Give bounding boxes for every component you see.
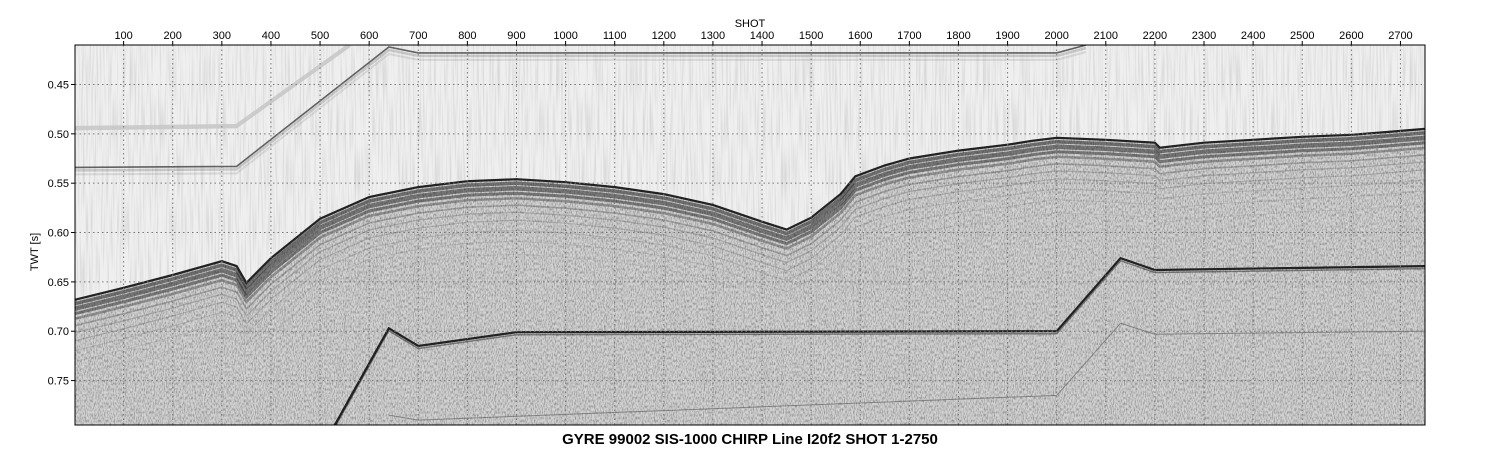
x-tick-label: 2000: [1044, 30, 1068, 42]
y-tick-label: 0.75: [48, 376, 69, 388]
plot-frame: [74, 44, 1426, 426]
upper-shadow-line: [75, 45, 351, 130]
chart-title: GYRE 99002 SIS-1000 CHIRP Line I20f2 SHO…: [562, 431, 938, 448]
x-tick-label: 2600: [1339, 30, 1363, 42]
plot-area: [75, 45, 1425, 425]
x-tick-label: 300: [213, 30, 231, 42]
x-tick-label: 1000: [553, 30, 577, 42]
upper-shadow-band-0: [75, 46, 350, 131]
y-axis-ticks: 0.45 0.50 0.55 0.60 0.65 0.70 0.75: [48, 79, 75, 388]
seafloor-layer-0: [75, 127, 1425, 301]
x-tick-label: 2400: [1241, 30, 1265, 42]
x-tick-label: 1200: [652, 30, 676, 42]
seafloor-layer-10: [75, 203, 1425, 376]
x-axis-title: SHOT: [735, 18, 766, 30]
y-axis-title: TWT [s]: [29, 233, 41, 271]
seafloor-layer-1: [75, 131, 1425, 306]
x-tick-label: 800: [458, 30, 476, 42]
y-tick-label: 0.65: [48, 277, 69, 289]
x-tick-label: 100: [114, 30, 132, 42]
upper-multiple-line: [75, 45, 1087, 169]
x-tick-label: 2500: [1290, 30, 1314, 42]
seafloor-layer-6: [75, 161, 1425, 334]
x-tick-label: 200: [164, 30, 182, 42]
y-tick-label: 0.70: [48, 326, 69, 338]
x-tick-label: 2100: [1094, 30, 1118, 42]
seafloor-layer-4: [75, 146, 1425, 320]
lower-reflector-band-0: [335, 259, 1425, 425]
x-tick-label: 1700: [897, 30, 921, 42]
x-tick-label: 900: [507, 30, 525, 42]
x-tick-label: 1800: [946, 30, 970, 42]
seafloor-layer-5: [75, 154, 1425, 327]
x-tick-label: 700: [409, 30, 427, 42]
x-tick-label: 2300: [1192, 30, 1216, 42]
upper-multiple-band-0: [75, 46, 1087, 172]
x-tick-label: 1100: [603, 30, 627, 42]
grid: [75, 45, 1425, 425]
x-tick-label: 600: [360, 30, 378, 42]
x-tick-label: 1600: [848, 30, 872, 42]
x-tick-label: 2700: [1388, 30, 1412, 42]
x-tick-label: 1900: [995, 30, 1019, 42]
x-axis-ticks: 100 200 300 400 500 600 700 800 900 1000 1100 1200 1…: [114, 30, 1413, 45]
x-tick-label: 1400: [750, 30, 774, 42]
seafloor-layer-3: [75, 141, 1425, 316]
x-tick-label: 400: [262, 30, 280, 42]
seafloor-layer-8: [75, 179, 1425, 352]
y-tick-label: 0.45: [48, 79, 69, 91]
y-tick-label: 0.60: [48, 228, 69, 240]
x-tick-label: 500: [311, 30, 329, 42]
seafloor-layer-9: [75, 190, 1425, 363]
y-tick-label: 0.55: [48, 178, 69, 190]
x-tick-label: 1300: [701, 30, 725, 42]
x-tick-label: 1500: [799, 30, 823, 42]
seafloor-layer-7: [75, 169, 1425, 342]
y-tick-label: 0.50: [48, 129, 69, 141]
upper-multiple-band-1: [75, 51, 1087, 176]
lower-multiple-line: [388, 322, 1425, 421]
seafloor-layer-2: [75, 135, 1425, 311]
x-tick-label: 2200: [1143, 30, 1167, 42]
